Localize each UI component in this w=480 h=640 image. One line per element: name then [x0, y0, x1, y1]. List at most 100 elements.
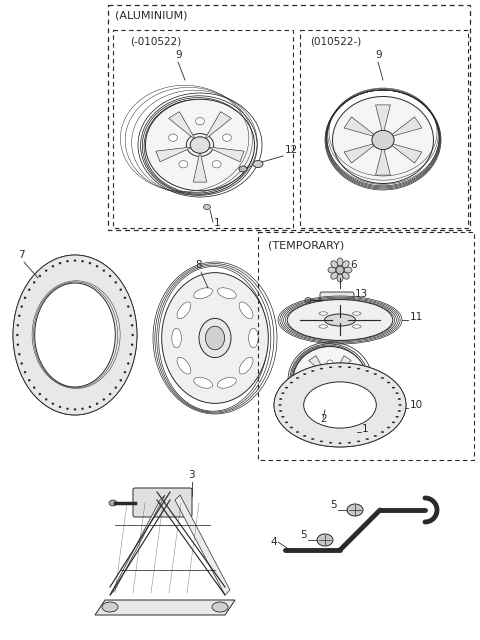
Text: 11: 11	[410, 312, 423, 322]
Polygon shape	[207, 147, 244, 162]
Ellipse shape	[290, 381, 293, 383]
Ellipse shape	[212, 602, 228, 612]
Text: (TEMPORARY): (TEMPORARY)	[268, 240, 344, 250]
Ellipse shape	[59, 406, 61, 408]
Ellipse shape	[162, 273, 268, 403]
Text: (-010522): (-010522)	[130, 36, 181, 46]
Ellipse shape	[194, 288, 213, 299]
Text: 5: 5	[300, 530, 307, 540]
Ellipse shape	[13, 255, 137, 415]
Polygon shape	[333, 356, 351, 376]
Ellipse shape	[338, 366, 342, 367]
Ellipse shape	[239, 166, 247, 172]
Ellipse shape	[120, 289, 122, 291]
Ellipse shape	[89, 262, 91, 264]
Polygon shape	[156, 147, 193, 162]
Ellipse shape	[212, 161, 221, 168]
Ellipse shape	[281, 392, 285, 394]
Ellipse shape	[279, 410, 282, 412]
Ellipse shape	[74, 259, 76, 262]
Ellipse shape	[239, 357, 253, 374]
Polygon shape	[388, 117, 422, 138]
Text: 7: 7	[18, 250, 24, 260]
Ellipse shape	[102, 602, 118, 612]
Ellipse shape	[52, 265, 54, 268]
Ellipse shape	[285, 422, 288, 423]
Ellipse shape	[24, 371, 26, 373]
Text: 9: 9	[375, 50, 382, 60]
Text: 2: 2	[320, 414, 326, 424]
Ellipse shape	[342, 272, 349, 279]
Ellipse shape	[303, 373, 306, 375]
Ellipse shape	[396, 392, 399, 394]
Ellipse shape	[28, 289, 31, 291]
Ellipse shape	[124, 296, 126, 299]
Bar	[113, 30, 293, 228]
Ellipse shape	[357, 368, 360, 369]
Ellipse shape	[89, 406, 91, 408]
Ellipse shape	[397, 410, 401, 412]
Ellipse shape	[319, 325, 327, 328]
Ellipse shape	[296, 431, 299, 433]
Polygon shape	[325, 385, 335, 407]
Ellipse shape	[333, 97, 433, 184]
Ellipse shape	[131, 344, 133, 346]
Ellipse shape	[290, 427, 293, 428]
FancyBboxPatch shape	[133, 488, 192, 517]
Ellipse shape	[303, 435, 306, 436]
Ellipse shape	[336, 266, 344, 274]
Ellipse shape	[109, 393, 111, 396]
Ellipse shape	[52, 403, 54, 405]
Ellipse shape	[103, 398, 105, 401]
Ellipse shape	[223, 134, 231, 141]
Ellipse shape	[348, 367, 351, 368]
Ellipse shape	[96, 403, 98, 405]
Ellipse shape	[296, 377, 299, 379]
Ellipse shape	[145, 99, 254, 191]
Ellipse shape	[293, 346, 367, 413]
Ellipse shape	[45, 269, 48, 272]
Polygon shape	[95, 600, 235, 615]
Ellipse shape	[274, 363, 406, 447]
Ellipse shape	[281, 416, 285, 418]
Ellipse shape	[317, 534, 333, 546]
Ellipse shape	[172, 328, 181, 348]
Ellipse shape	[331, 261, 338, 268]
Ellipse shape	[18, 314, 21, 317]
Polygon shape	[168, 112, 196, 140]
Text: (ALUMINIUM): (ALUMINIUM)	[115, 10, 188, 20]
Ellipse shape	[249, 328, 258, 348]
Ellipse shape	[342, 261, 349, 268]
Text: 4: 4	[270, 537, 276, 547]
Ellipse shape	[366, 370, 369, 372]
Text: (010522-): (010522-)	[310, 36, 361, 46]
Ellipse shape	[288, 300, 393, 340]
Ellipse shape	[366, 438, 369, 440]
Ellipse shape	[109, 275, 111, 277]
Ellipse shape	[205, 326, 225, 350]
Ellipse shape	[337, 258, 343, 266]
Text: 9: 9	[175, 50, 181, 60]
Ellipse shape	[381, 377, 384, 379]
Ellipse shape	[120, 379, 122, 381]
Ellipse shape	[316, 392, 322, 397]
Ellipse shape	[39, 393, 41, 396]
Ellipse shape	[305, 298, 311, 303]
Ellipse shape	[59, 262, 61, 264]
Ellipse shape	[396, 416, 399, 418]
Ellipse shape	[279, 398, 282, 400]
Polygon shape	[375, 105, 390, 135]
Ellipse shape	[387, 381, 390, 383]
Ellipse shape	[345, 372, 351, 378]
Ellipse shape	[127, 362, 130, 365]
Ellipse shape	[344, 267, 352, 273]
Polygon shape	[335, 381, 360, 392]
Ellipse shape	[16, 334, 19, 336]
Ellipse shape	[24, 296, 26, 299]
Ellipse shape	[74, 408, 76, 411]
Polygon shape	[309, 356, 327, 376]
Ellipse shape	[338, 442, 342, 444]
Ellipse shape	[347, 504, 363, 516]
Bar	[258, 232, 474, 460]
Ellipse shape	[21, 362, 23, 365]
